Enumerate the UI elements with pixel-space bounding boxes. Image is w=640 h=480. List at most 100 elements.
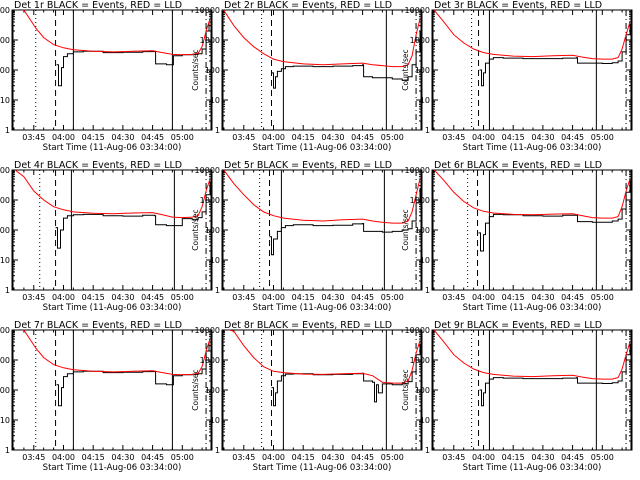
y-tick-label: 10000	[195, 326, 220, 335]
x-tick-label: 04:45	[141, 133, 164, 142]
detector-panel: Det 3r BLACK = Events, RED = LLD 1 10 100 10…	[401, 0, 633, 153]
y-tick-label: 10000	[0, 6, 10, 15]
y-tick-label: 10	[0, 256, 10, 265]
y-tick-label: 1	[215, 446, 220, 455]
detector-panel: Det 1r BLACK = Events, RED = LLD 1 10 100 10…	[0, 0, 213, 153]
panel-title: Det 3r BLACK = Events, RED = LLD	[434, 0, 602, 11]
x-tick-label: 05:00	[171, 293, 194, 302]
detector-panel: Det 4r BLACK = Events, RED = LLD 1 10 100 10…	[0, 160, 213, 313]
x-tick-label: 04:15	[292, 293, 315, 302]
x-tick-label: 04:00	[472, 133, 495, 142]
y-tick-label: 1	[5, 126, 10, 135]
x-tick-label: 04:30	[111, 293, 134, 302]
x-axis-label: Start Time (11-Aug-06 03:34:00)	[463, 303, 602, 313]
plot-frame	[221, 9, 423, 131]
series-events-line	[479, 23, 631, 87]
x-tick-label: 04:15	[502, 133, 525, 142]
plot-frame	[431, 9, 633, 131]
x-axis-label: Start Time (11-Aug-06 03:34:00)	[43, 143, 182, 153]
y-axis-label: Counts/sec	[401, 369, 410, 410]
detector-panel: Det 8r BLACK = Events, RED = LLD 1 10 100 10…	[191, 320, 423, 473]
y-tick-label: 10	[210, 256, 220, 265]
x-tick-label: 04:15	[292, 453, 315, 462]
x-tick-label: 04:00	[52, 453, 75, 462]
y-axis-label: Counts/sec	[191, 49, 200, 90]
y-tick-label: 10000	[0, 326, 10, 335]
y-tick-label: 10000	[0, 166, 10, 175]
x-tick-label: 04:00	[52, 133, 75, 142]
x-tick-label: 04:00	[472, 453, 495, 462]
x-tick-label: 04:30	[531, 453, 554, 462]
y-tick-label: 1000	[0, 356, 10, 365]
plot-area	[222, 330, 422, 450]
panel-title: Det 2r BLACK = Events, RED = LLD	[224, 0, 392, 11]
x-tick-label: 05:00	[591, 133, 614, 142]
plot-area	[222, 170, 422, 290]
series-events-line	[56, 341, 210, 407]
y-tick-label: 100	[415, 386, 430, 395]
plot-area	[12, 10, 212, 130]
x-tick-label: 03:45	[232, 133, 255, 142]
series-events-line	[479, 343, 631, 407]
y-tick-label: 10000	[405, 166, 430, 175]
series-events-line	[269, 188, 421, 256]
plot-area	[432, 10, 632, 130]
y-tick-label: 100	[205, 226, 220, 235]
series-events-line	[271, 343, 421, 407]
y-axis-label: Counts/sec	[401, 209, 410, 250]
x-tick-label: 05:00	[381, 133, 404, 142]
x-tick-label: 03:45	[22, 293, 45, 302]
x-tick-label: 04:15	[502, 453, 525, 462]
panel-title: Det 4r BLACK = Events, RED = LLD	[14, 160, 182, 171]
x-tick-label: 05:00	[381, 293, 404, 302]
x-tick-label: 04:30	[531, 133, 554, 142]
x-tick-label: 04:30	[321, 133, 344, 142]
series-lld-line	[223, 170, 421, 224]
plot-frame	[431, 169, 633, 291]
x-tick-label: 04:30	[111, 133, 134, 142]
y-tick-label: 100	[205, 66, 220, 75]
x-tick-label: 04:15	[82, 453, 105, 462]
y-tick-label: 10	[420, 416, 430, 425]
x-tick-label: 03:45	[22, 453, 45, 462]
x-tick-label: 04:45	[351, 453, 374, 462]
y-tick-label: 10000	[405, 6, 430, 15]
x-tick-label: 05:00	[591, 293, 614, 302]
series-lld-line	[433, 330, 631, 380]
series-lld-line	[222, 10, 421, 68]
panel-title: Det 6r BLACK = Events, RED = LLD	[434, 160, 602, 171]
x-tick-label: 03:45	[22, 133, 45, 142]
x-tick-label: 04:30	[111, 453, 134, 462]
series-lld-line	[433, 170, 631, 219]
y-tick-label: 1	[215, 126, 220, 135]
y-tick-label: 100	[415, 66, 430, 75]
plot-area	[12, 170, 212, 290]
x-tick-label: 04:30	[321, 293, 344, 302]
panel-title: Det 7r BLACK = Events, RED = LLD	[14, 320, 182, 331]
x-axis-label: Start Time (11-Aug-06 03:34:00)	[253, 143, 392, 153]
detector-panel: Det 9r BLACK = Events, RED = LLD 1 10 100 10…	[401, 320, 633, 473]
y-tick-label: 10	[210, 416, 220, 425]
x-tick-label: 03:45	[442, 133, 465, 142]
y-tick-label: 1000	[0, 36, 10, 45]
y-tick-label: 1	[425, 446, 430, 455]
y-tick-label: 10000	[195, 166, 220, 175]
x-axis-label: Start Time (11-Aug-06 03:34:00)	[253, 463, 392, 473]
detector-panel: Det 2r BLACK = Events, RED = LLD 1 10 100 10…	[191, 0, 423, 153]
plot-frame	[221, 169, 423, 291]
detector-panel: Det 7r BLACK = Events, RED = LLD 1 10 100 10…	[0, 320, 213, 473]
x-tick-label: 04:30	[531, 293, 554, 302]
y-tick-label: 1	[5, 286, 10, 295]
x-tick-label: 04:45	[141, 293, 164, 302]
x-tick-label: 05:00	[591, 453, 614, 462]
x-tick-label: 04:15	[82, 133, 105, 142]
y-tick-label: 1	[425, 286, 430, 295]
x-tick-label: 05:00	[171, 453, 194, 462]
x-tick-label: 04:45	[561, 453, 584, 462]
y-tick-label: 10	[420, 96, 430, 105]
y-tick-label: 10	[210, 96, 220, 105]
x-axis-label: Start Time (11-Aug-06 03:34:00)	[463, 143, 602, 153]
plot-frame	[431, 329, 633, 451]
panel-title: Det 1r BLACK = Events, RED = LLD	[14, 0, 182, 11]
panel-title: Det 9r BLACK = Events, RED = LLD	[434, 320, 602, 331]
